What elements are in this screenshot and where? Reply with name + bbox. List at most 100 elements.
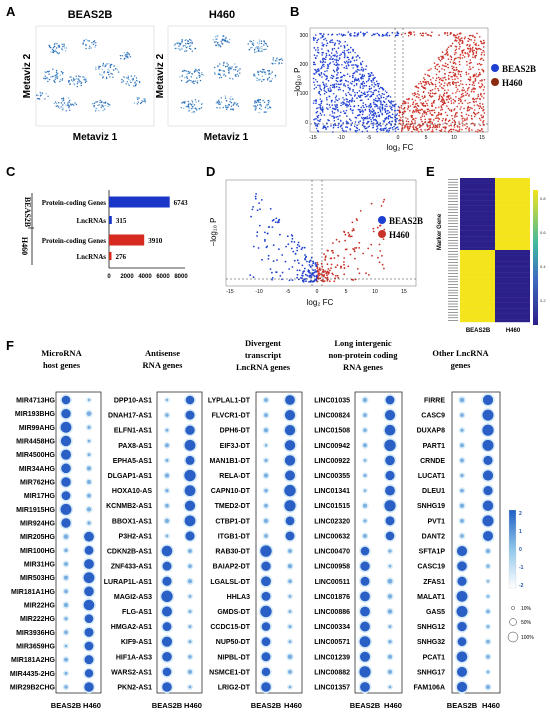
gene-point: [461, 115, 463, 118]
gene-point: [347, 31, 350, 33]
gene-point: [356, 35, 358, 37]
panel-f-gene-label: FIRRE: [424, 398, 445, 405]
cell-point: [48, 78, 51, 81]
panel-e-heat-cell: [495, 261, 530, 265]
panel-f-dot: [285, 470, 295, 481]
gene-point: [396, 117, 398, 120]
gene-point: [458, 32, 461, 35]
cell-point: [236, 103, 239, 105]
gene-point: [374, 89, 377, 91]
gene-point: [386, 109, 389, 112]
gene-point: [442, 117, 444, 120]
cell-point: [257, 46, 259, 48]
panel-f-dot: [460, 458, 464, 463]
gene-point: [364, 108, 367, 111]
cell-point: [108, 103, 110, 106]
gene-point: [340, 76, 343, 79]
gene-point: [367, 79, 370, 82]
gene-point: [330, 77, 332, 79]
gene-point: [340, 45, 342, 47]
cell-point: [93, 102, 96, 105]
gene-point: [354, 91, 356, 94]
gene-point: [454, 120, 456, 123]
panel-f-dot: [387, 578, 393, 584]
gene-point: [406, 98, 408, 100]
cell-point: [127, 76, 130, 79]
panel-f-gene-label: PAX8-AS1: [118, 443, 152, 450]
cell-point: [269, 80, 271, 82]
cell-point: [215, 102, 217, 104]
gene-point: [400, 107, 403, 109]
panel-f-dot: [360, 621, 370, 632]
gene-point: [275, 271, 278, 274]
gene-point: [444, 122, 447, 124]
gene-point: [378, 115, 381, 118]
cell-point: [63, 102, 66, 104]
gene-point: [442, 79, 444, 82]
gene-point: [312, 77, 315, 80]
gene-point: [358, 90, 361, 92]
gene-point: [334, 105, 337, 108]
gene-point: [380, 96, 383, 99]
gene-point: [361, 83, 364, 86]
gene-point: [466, 92, 469, 95]
gene-point: [353, 71, 356, 74]
gene-point: [446, 48, 449, 50]
cell-point: [263, 44, 265, 46]
gene-point: [309, 272, 312, 274]
gene-point: [412, 101, 415, 103]
cell-point: [189, 38, 191, 41]
gene-point: [366, 31, 368, 34]
cell-point: [93, 104, 95, 107]
cell-point: [201, 102, 203, 105]
gene-point: [374, 113, 377, 115]
panel-e-heat-cell: [495, 277, 530, 281]
panel-f-dot: [457, 621, 467, 632]
cell-point: [186, 76, 188, 78]
panel-c-category-label: Protein-coding Genes: [42, 199, 107, 207]
cell-point: [97, 104, 99, 107]
panel-f-dot-frame: [451, 391, 501, 694]
gene-point: [365, 65, 368, 67]
gene-point: [265, 246, 268, 249]
cell-point: [185, 70, 187, 72]
cell-point: [95, 42, 97, 44]
gene-point: [436, 117, 438, 119]
gene-point: [330, 101, 333, 103]
cell-point: [218, 77, 221, 79]
cell-point: [236, 70, 239, 72]
cell-point: [218, 44, 220, 46]
gene-point: [447, 120, 450, 123]
cell-point: [109, 66, 112, 69]
gene-point: [252, 245, 255, 248]
gene-point: [398, 122, 401, 124]
cell-point: [51, 75, 54, 78]
gene-point: [447, 77, 450, 80]
gene-point: [403, 110, 406, 112]
panel-e-heat-cell: [495, 258, 530, 262]
panel-f-group-title: Other LncRNA: [432, 348, 489, 358]
gene-point: [352, 248, 354, 250]
panel-f-dot: [165, 503, 169, 508]
gene-point: [359, 108, 361, 111]
panel-f-gene-label: LUCAT1: [418, 473, 445, 480]
gene-point: [334, 104, 336, 106]
gene-point: [327, 90, 330, 92]
panel-b-ytick-label: 0: [305, 120, 308, 126]
gene-point: [423, 115, 426, 118]
gene-point: [421, 113, 424, 115]
gene-point: [319, 107, 322, 109]
gene-point: [342, 110, 345, 112]
gene-point: [454, 115, 456, 117]
gene-point: [442, 55, 444, 58]
gene-point: [352, 90, 354, 92]
gene-point: [345, 130, 347, 132]
cell-point: [53, 46, 55, 48]
cell-point: [226, 107, 228, 109]
gene-point: [400, 33, 403, 36]
gene-point: [353, 34, 355, 37]
cell-point: [228, 69, 230, 72]
gene-point: [422, 90, 425, 93]
panel-e-heat-cell: [460, 219, 495, 223]
gene-point: [322, 270, 325, 273]
